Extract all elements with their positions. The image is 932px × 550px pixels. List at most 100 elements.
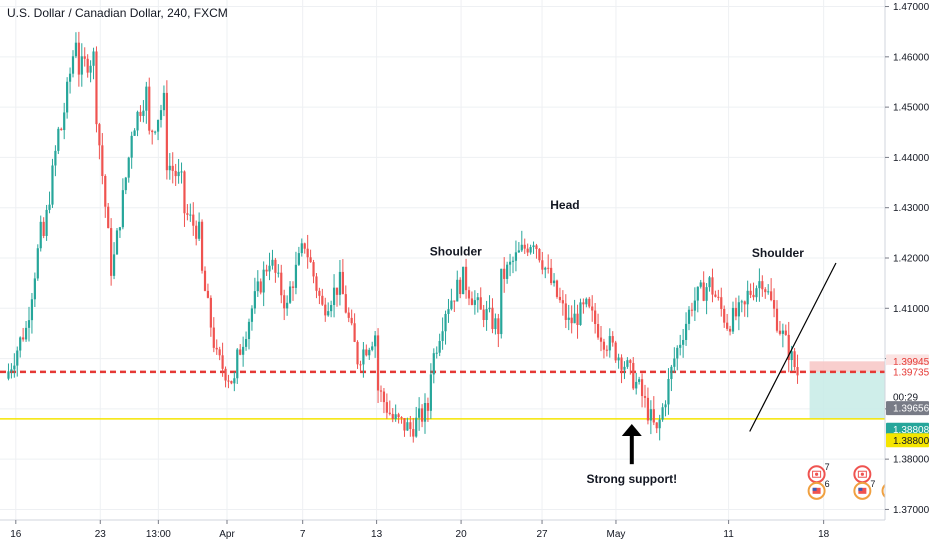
candle bbox=[784, 324, 787, 336]
candle-body bbox=[391, 413, 394, 419]
candle-body bbox=[71, 56, 75, 74]
candle bbox=[239, 344, 242, 356]
candle bbox=[227, 374, 230, 389]
candle bbox=[558, 287, 562, 303]
candle-body bbox=[547, 267, 550, 269]
candle bbox=[550, 258, 553, 286]
candle bbox=[746, 280, 749, 318]
candle-body bbox=[758, 281, 761, 289]
candle bbox=[165, 80, 168, 180]
candle-body bbox=[772, 300, 776, 309]
candle bbox=[643, 384, 647, 408]
candle bbox=[602, 338, 606, 359]
candle-body bbox=[98, 124, 101, 146]
candle-body bbox=[734, 307, 738, 317]
candle bbox=[664, 400, 667, 417]
event-icon-ca[interactable] bbox=[853, 465, 872, 484]
y-tick-label: 1.44000 bbox=[893, 153, 930, 164]
candle-body bbox=[180, 171, 183, 173]
y-tick-label: 1.41000 bbox=[893, 304, 930, 315]
candle-body bbox=[494, 318, 497, 330]
candle bbox=[174, 163, 177, 186]
candle bbox=[479, 287, 482, 310]
candle bbox=[761, 275, 764, 297]
candle-body bbox=[297, 253, 300, 265]
candle-body bbox=[283, 295, 286, 309]
candle bbox=[215, 339, 218, 355]
event-icon-us[interactable]: 7 bbox=[853, 479, 875, 500]
candle-body bbox=[400, 417, 403, 419]
candle bbox=[274, 257, 277, 283]
candle bbox=[124, 176, 127, 195]
candle bbox=[95, 46, 98, 133]
price-label-value: 00:29 bbox=[893, 392, 918, 403]
price-label-bg bbox=[886, 364, 929, 379]
candle bbox=[737, 295, 740, 331]
candle bbox=[159, 104, 163, 128]
candle-body bbox=[415, 417, 418, 437]
candle-body bbox=[92, 51, 95, 66]
candle-body bbox=[324, 304, 327, 316]
candle bbox=[511, 256, 515, 274]
candle-body bbox=[280, 272, 283, 296]
candle-body bbox=[594, 310, 597, 325]
candle bbox=[80, 43, 83, 87]
candle-body bbox=[13, 365, 16, 370]
candle bbox=[726, 313, 729, 331]
candle-body bbox=[74, 42, 78, 57]
candle-body bbox=[702, 282, 705, 301]
candle bbox=[503, 257, 506, 293]
candle bbox=[526, 243, 529, 257]
candle bbox=[39, 215, 42, 252]
candle-body bbox=[720, 297, 723, 309]
candle-body bbox=[485, 309, 488, 321]
candle-body bbox=[359, 364, 362, 366]
candle-body bbox=[538, 249, 541, 261]
candle-body bbox=[80, 56, 83, 75]
candles bbox=[7, 31, 799, 443]
candle bbox=[368, 347, 371, 360]
event-icon-us[interactable]: 6 bbox=[807, 479, 830, 500]
candle-body bbox=[203, 270, 207, 291]
candle-body bbox=[77, 42, 80, 75]
candle-body bbox=[409, 422, 412, 430]
candle bbox=[388, 400, 391, 416]
candle bbox=[561, 290, 564, 316]
candle bbox=[482, 304, 485, 328]
candle-body bbox=[459, 279, 462, 295]
candle-body bbox=[51, 165, 54, 205]
candle bbox=[787, 321, 790, 373]
candle bbox=[107, 202, 110, 229]
candle bbox=[195, 220, 198, 246]
candle bbox=[110, 218, 113, 286]
y-tick-label: 1.43000 bbox=[893, 203, 930, 214]
candle-body bbox=[312, 262, 315, 277]
candle-body bbox=[212, 327, 215, 348]
candle bbox=[315, 273, 318, 299]
candle-body bbox=[66, 81, 69, 113]
candle bbox=[552, 273, 556, 287]
candle-body bbox=[500, 268, 503, 335]
candle bbox=[555, 279, 559, 299]
candle-body bbox=[550, 267, 553, 284]
candle bbox=[676, 345, 679, 371]
candle-body bbox=[271, 259, 274, 266]
candle-body bbox=[508, 261, 512, 265]
candle-body bbox=[441, 331, 444, 342]
candle-body bbox=[420, 408, 424, 422]
candle-body bbox=[286, 302, 289, 309]
candle bbox=[262, 261, 265, 307]
candle bbox=[547, 254, 550, 274]
candle-body bbox=[520, 244, 523, 251]
candle-body bbox=[397, 414, 400, 418]
candle bbox=[71, 50, 75, 78]
candle-body bbox=[7, 371, 10, 379]
candle-body bbox=[30, 299, 34, 321]
candle bbox=[608, 328, 611, 358]
candle bbox=[611, 331, 614, 347]
candle-body bbox=[374, 335, 377, 347]
candle bbox=[48, 191, 51, 214]
candle bbox=[494, 313, 497, 335]
candle bbox=[529, 244, 532, 255]
